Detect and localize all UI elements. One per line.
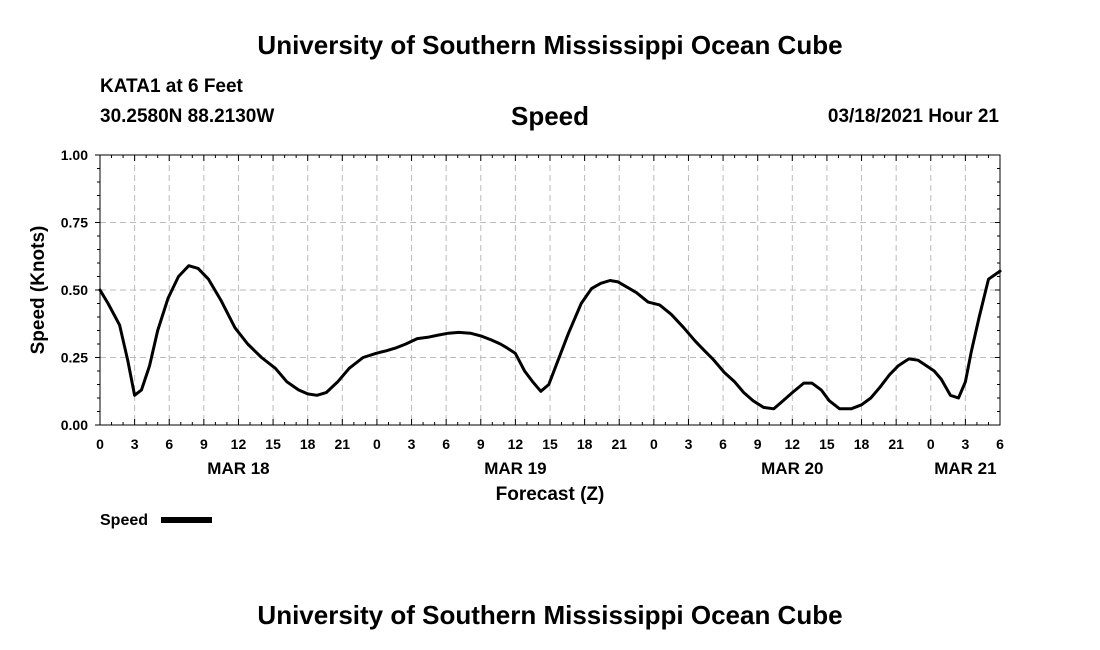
legend-label: Speed — [100, 512, 148, 529]
y-tick-label: 0.50 — [61, 282, 88, 298]
datetime-label: 03/18/2021 Hour 21 — [827, 106, 999, 127]
x-tick-label: 3 — [131, 436, 139, 452]
x-tick-label: 0 — [373, 436, 381, 452]
chart-title: Speed — [510, 101, 590, 131]
station-label: KATA1 at 6 Feet — [100, 76, 243, 97]
x-tick-label: 0 — [927, 436, 935, 452]
axis-labels: 0 3 6 9 12 15 18 21 0 3 6 9 12 15 18 21 0 3 6 9 12 15 18 21 0 3 6 0… — [61, 147, 1004, 478]
x-tick-label: 12 — [508, 436, 524, 452]
x-tick-label: 3 — [961, 436, 969, 452]
coordinates-label: 30.2580N 88.2130W — [100, 106, 275, 127]
x-tick-label: 21 — [611, 436, 627, 452]
x-axis-title: Forecast (Z) — [496, 484, 605, 505]
x-tick-label: 0 — [96, 436, 104, 452]
series-layer — [98, 264, 1002, 411]
legend-swatch — [161, 517, 212, 523]
x-tick-label: 21 — [335, 436, 351, 452]
y-tick-label: 1.00 — [61, 147, 88, 163]
x-tick-label: 0 — [650, 436, 658, 452]
x-tick-label: 6 — [996, 436, 1004, 452]
x-tick-label: 3 — [685, 436, 693, 452]
x-tick-label: 6 — [719, 436, 727, 452]
x-tick-label: 15 — [265, 436, 281, 452]
y-axis-title: Speed (Knots) — [28, 226, 49, 355]
x-tick-label: 12 — [231, 436, 247, 452]
day-label: MAR 19 — [484, 459, 546, 478]
day-label: MAR 20 — [761, 459, 823, 478]
speed-series-line — [98, 264, 1002, 411]
x-tick-label: 21 — [888, 436, 904, 452]
x-tick-label: 18 — [577, 436, 593, 452]
x-tick-label: 9 — [200, 436, 208, 452]
x-tick-label: 6 — [165, 436, 173, 452]
x-tick-label: 9 — [754, 436, 762, 452]
x-tick-label: 6 — [442, 436, 450, 452]
day-label: MAR 21 — [934, 459, 996, 478]
day-label: MAR 18 — [207, 459, 269, 478]
x-tick-label: 12 — [785, 436, 801, 452]
y-tick-label: 0.00 — [61, 417, 88, 433]
y-tick-label: 0.25 — [61, 350, 88, 366]
x-tick-label: 18 — [854, 436, 870, 452]
bottom-title: University of Southern Mississippi Ocean… — [257, 600, 843, 630]
x-tick-label: 18 — [300, 436, 316, 452]
x-tick-label: 15 — [542, 436, 558, 452]
x-tick-label: 15 — [819, 436, 835, 452]
x-tick-label: 3 — [408, 436, 416, 452]
x-tick-label: 9 — [477, 436, 485, 452]
grid — [100, 155, 1000, 425]
top-title: University of Southern Mississippi Ocean… — [257, 30, 843, 60]
y-tick-label: 0.75 — [61, 215, 88, 231]
